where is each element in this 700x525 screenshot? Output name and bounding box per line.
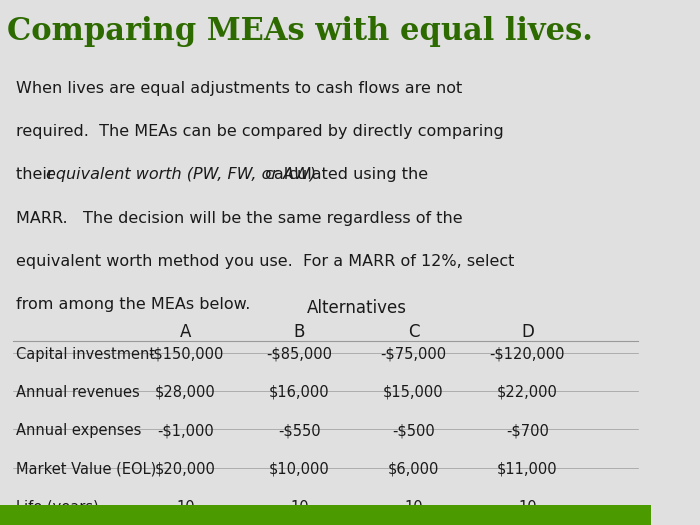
Text: 10: 10 bbox=[518, 500, 537, 515]
Text: -$500: -$500 bbox=[392, 423, 435, 438]
Text: 10: 10 bbox=[176, 500, 195, 515]
Text: -$85,000: -$85,000 bbox=[267, 346, 332, 362]
Text: equivalent worth method you use.  For a MARR of 12%, select: equivalent worth method you use. For a M… bbox=[16, 254, 514, 269]
Text: D: D bbox=[521, 323, 534, 341]
Text: MARR.   The decision will be the same regardless of the: MARR. The decision will be the same rega… bbox=[16, 211, 463, 226]
Text: When lives are equal adjustments to cash flows are not: When lives are equal adjustments to cash… bbox=[16, 81, 463, 97]
Text: $15,000: $15,000 bbox=[383, 385, 444, 400]
Text: Annual expenses: Annual expenses bbox=[16, 423, 141, 438]
Text: Market Value (EOL): Market Value (EOL) bbox=[16, 461, 157, 477]
Text: C: C bbox=[408, 323, 419, 341]
Text: B: B bbox=[294, 323, 305, 341]
Text: $20,000: $20,000 bbox=[155, 461, 216, 477]
Text: Life (years): Life (years) bbox=[16, 500, 99, 515]
Text: Comparing MEAs with equal lives.: Comparing MEAs with equal lives. bbox=[6, 16, 592, 47]
Text: Annual revenues: Annual revenues bbox=[16, 385, 140, 400]
Text: -$550: -$550 bbox=[278, 423, 321, 438]
Text: their: their bbox=[16, 167, 59, 183]
Text: Capital investment: Capital investment bbox=[16, 346, 155, 362]
Text: $16,000: $16,000 bbox=[270, 385, 330, 400]
Text: 10: 10 bbox=[290, 500, 309, 515]
Text: $11,000: $11,000 bbox=[497, 461, 558, 477]
Text: from among the MEAs below.: from among the MEAs below. bbox=[16, 297, 251, 312]
FancyBboxPatch shape bbox=[0, 505, 651, 525]
Text: -$1,000: -$1,000 bbox=[158, 423, 214, 438]
Text: -$120,000: -$120,000 bbox=[490, 346, 565, 362]
Text: $28,000: $28,000 bbox=[155, 385, 216, 400]
Text: -$700: -$700 bbox=[506, 423, 549, 438]
Text: $22,000: $22,000 bbox=[497, 385, 558, 400]
Text: 10: 10 bbox=[404, 500, 423, 515]
Text: equivalent worth (PW, FW, or AW): equivalent worth (PW, FW, or AW) bbox=[46, 167, 316, 183]
Text: A: A bbox=[180, 323, 191, 341]
Text: Alternatives: Alternatives bbox=[307, 299, 407, 317]
Text: $6,000: $6,000 bbox=[388, 461, 439, 477]
Text: -$150,000: -$150,000 bbox=[148, 346, 223, 362]
Text: $10,000: $10,000 bbox=[270, 461, 330, 477]
Text: -$75,000: -$75,000 bbox=[380, 346, 447, 362]
Text: required.  The MEAs can be compared by directly comparing: required. The MEAs can be compared by di… bbox=[16, 124, 504, 140]
Text: calculated using the: calculated using the bbox=[260, 167, 428, 183]
